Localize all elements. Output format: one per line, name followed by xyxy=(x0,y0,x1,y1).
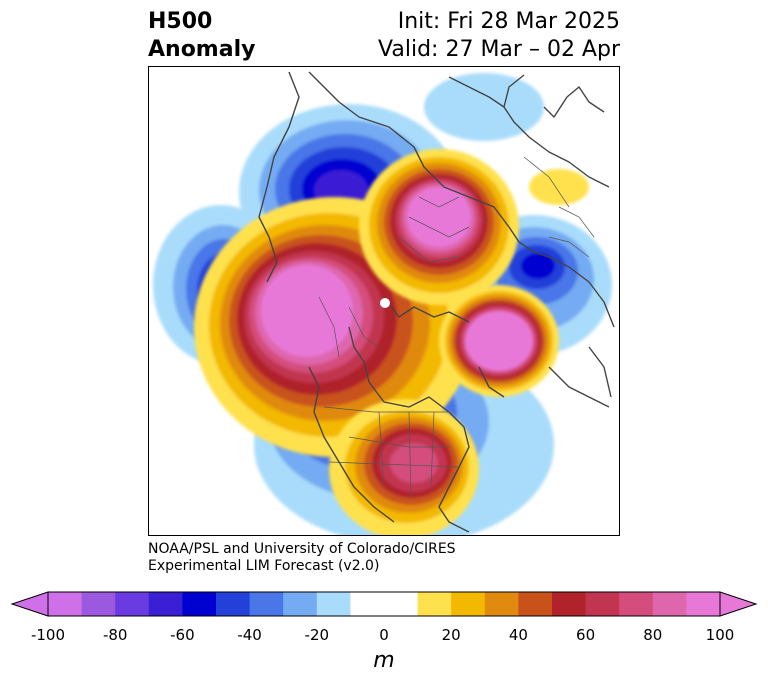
ridge-north xyxy=(359,149,519,305)
colorbar-cell xyxy=(48,592,83,616)
colorbar-tick-label: -20 xyxy=(304,626,330,644)
colorbar-extend-low xyxy=(10,591,49,617)
colorbar-cell xyxy=(552,592,587,616)
colorbar-cell xyxy=(484,592,519,616)
colorbar-tick-label: -100 xyxy=(30,626,66,644)
colorbar-frame xyxy=(47,591,721,617)
trough-arctic-top xyxy=(424,73,544,141)
colorbar-tick-label: 20 xyxy=(441,626,461,644)
title-line-2: Anomaly xyxy=(148,37,256,62)
colorbar-cell xyxy=(417,592,452,616)
colorbar-cell xyxy=(518,592,553,616)
colorbar-tick-label: -40 xyxy=(237,626,262,644)
ridge-east xyxy=(439,285,559,397)
colorbar-cell xyxy=(283,592,318,616)
colorbar-tick-label: -60 xyxy=(170,626,195,644)
colorbar-cell xyxy=(115,592,150,616)
colorbar-cell xyxy=(148,592,183,616)
colorbar-cell xyxy=(652,592,687,616)
colorbar-tick-label: 100 xyxy=(705,626,735,644)
coastlines xyxy=(258,71,615,533)
map-canvas xyxy=(149,67,619,535)
credit-text: NOAA/PSL and University of Colorado/CIRE… xyxy=(148,541,456,575)
colorbar-extend-high xyxy=(719,591,758,617)
colorbar-tick-label: 60 xyxy=(576,626,596,644)
borders xyxy=(318,156,595,498)
colorbar-cell xyxy=(350,592,385,616)
colorbar-ticks: -100 -80 -60 -40 -20 0 20 40 60 80 100 xyxy=(0,626,768,646)
colorbar-cell xyxy=(686,592,721,616)
credit-line-2: Experimental LIM Forecast (v2.0) xyxy=(148,558,380,574)
colorbar-tick-label: 80 xyxy=(643,626,663,644)
colorbar-tick-label: 40 xyxy=(508,626,528,644)
credit-line-1: NOAA/PSL and University of Colorado/CIRE… xyxy=(148,541,456,557)
colorbar-cell xyxy=(216,592,251,616)
ridge-main xyxy=(194,197,474,457)
colorbar-tick-label: 0 xyxy=(379,626,389,644)
colorbar-cell xyxy=(81,592,116,616)
colorbar-cell xyxy=(585,592,620,616)
colorbar-cell xyxy=(316,592,351,616)
pole-marker xyxy=(380,298,390,308)
colorbar-cell xyxy=(182,592,217,616)
colorbar-cell xyxy=(249,592,284,616)
valid-range: Valid: 27 Mar – 02 Apr xyxy=(378,37,620,62)
colorbar-cell xyxy=(384,592,419,616)
title-line-1: H500 xyxy=(148,9,213,34)
colorbar-tick-label: -80 xyxy=(102,626,128,644)
init-date: Init: Fri 28 Mar 2025 xyxy=(397,9,620,34)
forecast-dates: Init: Fri 28 Mar 2025 Valid: 27 Mar – 02… xyxy=(378,8,620,64)
colorbar-cell xyxy=(619,592,654,616)
ridge-small-ne xyxy=(529,169,589,205)
colorbar-unit: m xyxy=(373,648,395,673)
map-title: H500 Anomaly xyxy=(148,8,255,64)
anomaly-map xyxy=(148,66,620,536)
colorbar xyxy=(10,591,758,617)
colorbar-cell xyxy=(451,592,486,616)
